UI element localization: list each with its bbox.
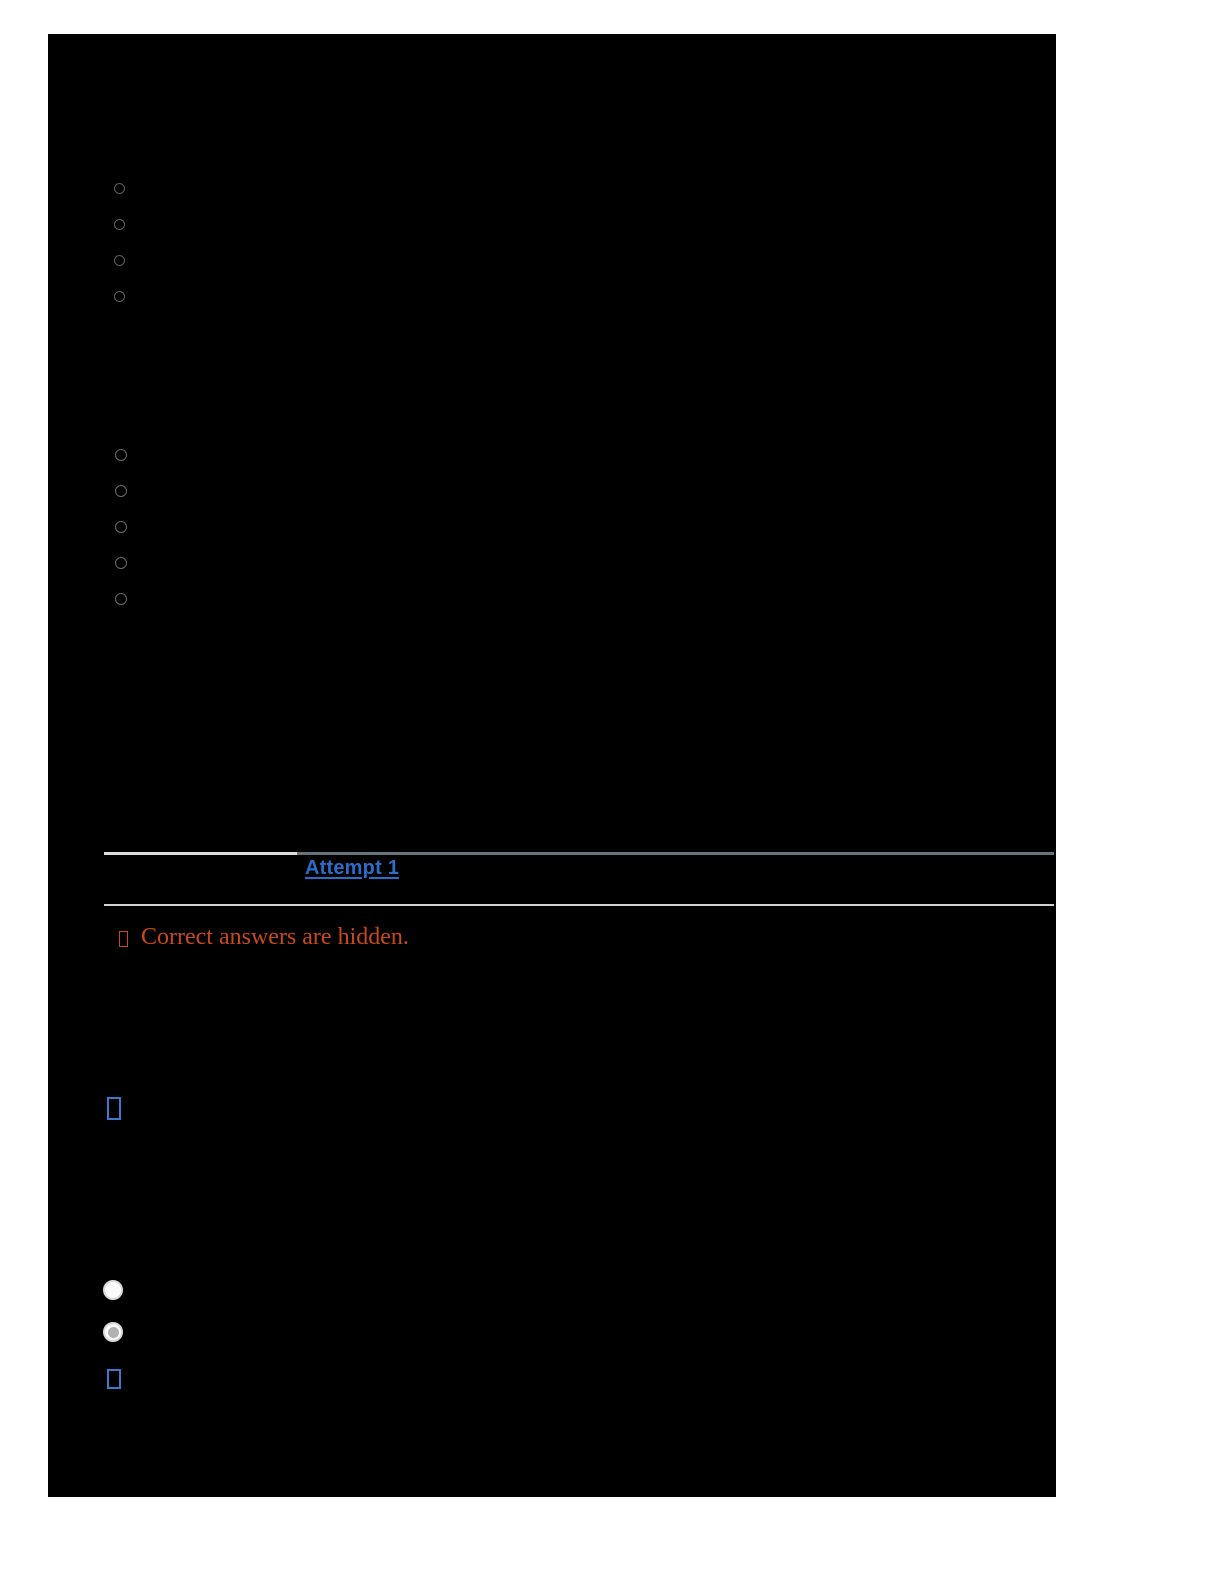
radio-button[interactable]: [103, 1280, 123, 1300]
radio-button[interactable]: [114, 183, 125, 194]
attempt-header-rule-bottom: [104, 904, 1054, 906]
question-3-options: [103, 1280, 123, 1342]
radio-button[interactable]: [114, 255, 125, 266]
redacted-quiz-content: Attempt 1 Correct answers are hidden.: [48, 34, 1056, 1497]
unrendered-glyph-icon: [107, 1097, 121, 1120]
radio-button[interactable]: [114, 291, 125, 302]
notice-text: Correct answers are hidden.: [141, 924, 409, 950]
unrendered-glyph-icon: [107, 1369, 121, 1389]
attempt-1-link[interactable]: Attempt 1: [305, 857, 400, 879]
radio-button[interactable]: [115, 557, 127, 569]
correct-answers-hidden-notice: Correct answers are hidden.: [119, 920, 409, 954]
radio-button[interactable]: [115, 593, 127, 605]
attempt-header-rule-right: [297, 852, 1054, 855]
radio-button[interactable]: [115, 485, 127, 497]
question-1-options: [114, 183, 125, 302]
radio-button[interactable]: [114, 219, 125, 230]
radio-button[interactable]: [115, 449, 127, 461]
hidden-answers-icon: [119, 931, 128, 947]
question-2-options: [115, 449, 127, 605]
radio-button[interactable]: [115, 521, 127, 533]
radio-button[interactable]: [103, 1322, 123, 1342]
attempt-header-rule-left: [104, 852, 297, 855]
